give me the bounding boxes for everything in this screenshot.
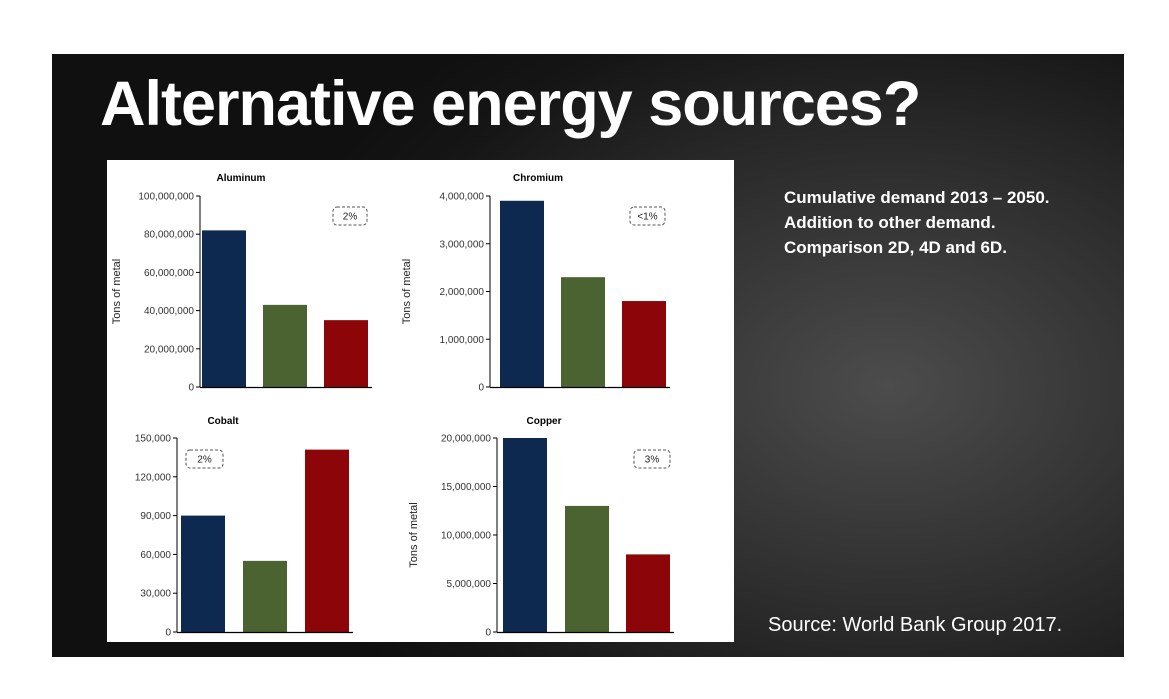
y-tick-label: 100,000,000 <box>138 192 194 203</box>
bar <box>202 230 246 387</box>
notes: Cumulative demand 2013 – 2050. Addition … <box>784 185 1114 260</box>
y-tick-label: 0 <box>188 383 194 394</box>
y-axis-label: Tons of metal <box>408 502 420 567</box>
charts-figure: Aluminum 0 20,000,000 40,000,000 60,000,000 8… <box>111 173 674 639</box>
y-tick-label: 90,000 <box>140 511 171 522</box>
annotation-label: 2% <box>197 455 212 466</box>
chart-title: Chromium <box>513 173 563 184</box>
annotation-label: 2% <box>343 212 358 223</box>
y-tick-label: 0 <box>478 383 484 394</box>
y-tick-label: 120,000 <box>135 472 172 483</box>
bar <box>626 554 670 632</box>
y-tick-label: 0 <box>165 628 171 639</box>
y-tick-label: 30,000 <box>140 589 171 600</box>
bar <box>324 320 368 387</box>
y-tick-label: 20,000,000 <box>441 434 491 445</box>
bar <box>561 277 605 387</box>
annotation-box <box>629 206 666 226</box>
y-tick-label: 10,000,000 <box>441 531 491 542</box>
chart-title: Aluminum <box>217 173 266 184</box>
bar <box>181 515 225 632</box>
y-tick-label: 15,000,000 <box>441 482 491 493</box>
bar <box>305 449 349 632</box>
bar <box>263 304 307 387</box>
y-tick-label: 1,000,000 <box>440 335 485 346</box>
y-tick-label: 4,000,000 <box>440 192 485 203</box>
y-tick-label: 20,000,000 <box>144 344 194 355</box>
y-tick-label: 5,000,000 <box>447 579 492 590</box>
y-axis-label: Tons of metal <box>111 259 123 324</box>
slide-background: Alternative energy sources? Aluminum 0 20,… <box>52 54 1124 657</box>
y-tick-label: 2,000,000 <box>440 287 485 298</box>
annotation-box <box>185 449 224 469</box>
chart-title: Cobalt <box>207 416 239 427</box>
annotation-label: 3% <box>645 455 660 466</box>
y-tick-label: 60,000 <box>140 550 171 561</box>
y-tick-label: 80,000,000 <box>144 230 194 241</box>
y-axis-label: Tons of metal <box>401 259 413 324</box>
bar <box>565 505 609 632</box>
annotation-box <box>332 206 368 226</box>
note-line: Addition to other demand. <box>784 213 996 232</box>
y-tick-label: 40,000,000 <box>144 306 194 317</box>
chart-title: Copper <box>527 416 562 427</box>
y-tick-label: 150,000 <box>135 434 172 445</box>
bar <box>622 301 666 387</box>
note-line: Cumulative demand 2013 – 2050. <box>784 188 1050 207</box>
charts-panel: Aluminum 0 20,000,000 40,000,000 60,000,000 8… <box>107 160 734 642</box>
slide-title: Alternative energy sources? <box>100 69 921 139</box>
source-text: Source: World Bank Group 2017. <box>768 614 1063 636</box>
bar <box>243 560 287 632</box>
bar <box>503 438 547 632</box>
bar <box>500 200 544 387</box>
note-line: Comparison 2D, 4D and 6D. <box>784 238 1007 257</box>
annotation-label: <1% <box>637 212 657 223</box>
y-tick-label: 0 <box>485 628 491 639</box>
y-tick-label: 60,000,000 <box>144 268 194 279</box>
y-tick-label: 3,000,000 <box>440 239 485 250</box>
